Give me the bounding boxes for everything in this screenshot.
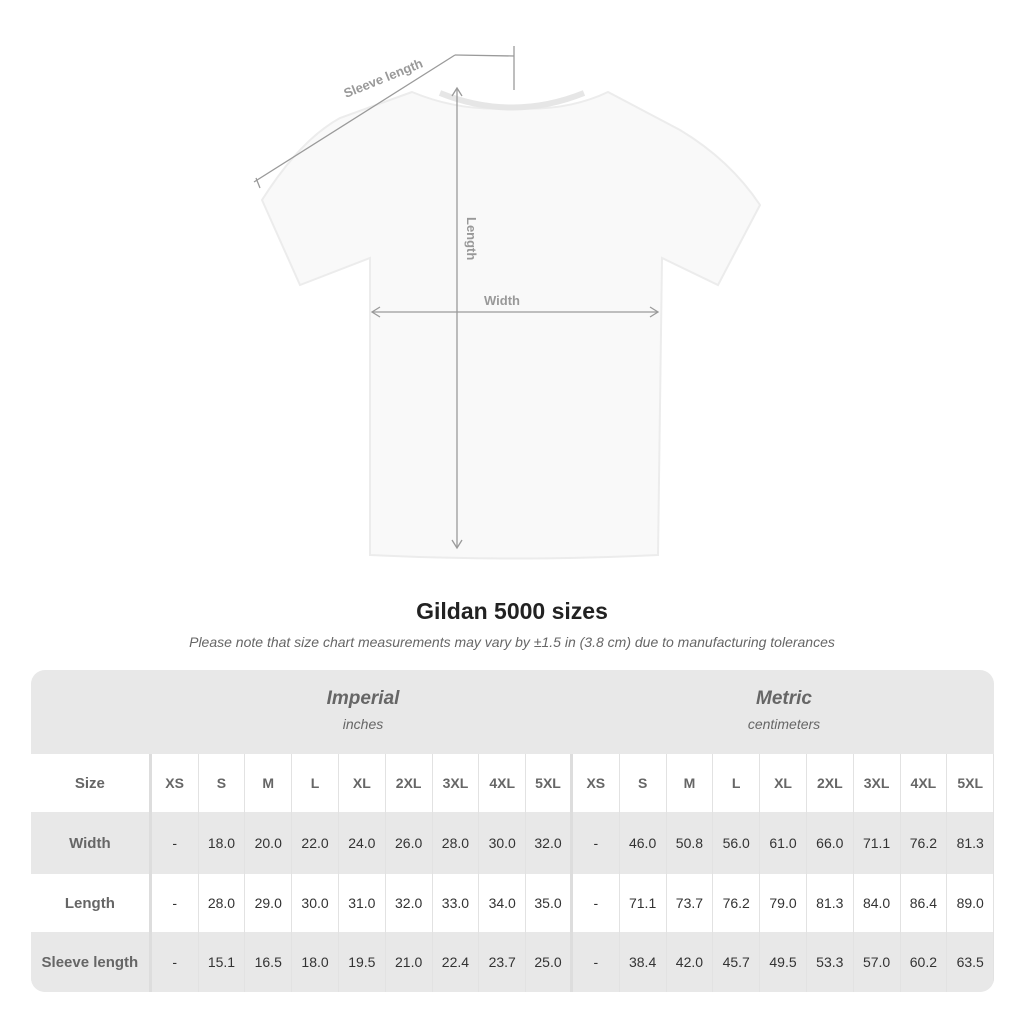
imperial-value-cell: - xyxy=(152,932,199,992)
metric-value-cell: 71.1 xyxy=(854,812,901,874)
imperial-value-cell: 35.0 xyxy=(526,874,573,932)
imperial-value-cell: 31.0 xyxy=(339,874,386,932)
metric-value-cell: 56.0 xyxy=(713,812,761,874)
metric-value-cell: 61.0 xyxy=(760,812,807,874)
size-header-cell: L xyxy=(292,754,339,812)
metric-value-cell: 84.0 xyxy=(854,874,901,932)
metric-value-cell: 76.2 xyxy=(901,812,948,874)
size-header-cell: 3XL xyxy=(854,754,901,812)
imperial-value-cell: - xyxy=(152,812,199,874)
imperial-value-cell: 33.0 xyxy=(433,874,480,932)
imperial-value-cell: 30.0 xyxy=(479,812,527,874)
imperial-value-cell: 23.7 xyxy=(479,932,527,992)
imperial-value-cell: 28.0 xyxy=(199,874,246,932)
imperial-value-cell: 22.4 xyxy=(433,932,480,992)
metric-value-cell: 73.7 xyxy=(667,874,714,932)
metric-value-cell: 50.8 xyxy=(667,812,714,874)
imperial-value-cell: 26.0 xyxy=(386,812,433,874)
metric-value-cell: 57.0 xyxy=(854,932,901,992)
imperial-unit: inches xyxy=(342,716,384,732)
row-label: Width xyxy=(31,812,152,874)
length-label: Length xyxy=(464,217,479,260)
imperial-value-cell: 34.0 xyxy=(479,874,527,932)
table-row: Width -18.0 20.0 22.0 24.0 26.0 28.0 30.0 32.0-4… xyxy=(31,812,994,874)
size-header-row: Size XS S M L XL 2XL 3XL 4XL 5XL XS S M L XL 2XL 3XL 4XL 5… xyxy=(31,754,994,812)
imperial-label: Imperial xyxy=(326,688,400,709)
metric-value-cell: 53.3 xyxy=(807,932,854,992)
size-header-cell: XL xyxy=(760,754,807,812)
size-header-cell: M xyxy=(667,754,714,812)
size-header-cell: XS xyxy=(152,754,199,812)
table-row: Sleeve length -15.1 16.5 18.0 19.5 21.0 22.4 23… xyxy=(31,932,994,992)
imperial-value-cell: 21.0 xyxy=(386,932,433,992)
size-header-cell: 4XL xyxy=(479,754,527,812)
imperial-value-cell: - xyxy=(152,874,199,932)
size-header-cell: S xyxy=(620,754,667,812)
imperial-value-cell: 19.5 xyxy=(339,932,386,992)
width-label: Width xyxy=(484,293,520,308)
tolerance-note: Please note that size chart measurements… xyxy=(189,634,835,650)
metric-value-cell: 79.0 xyxy=(760,874,807,932)
imperial-value-cell: 15.1 xyxy=(199,932,246,992)
size-header-cell: XL xyxy=(339,754,386,812)
metric-value-cell: 60.2 xyxy=(901,932,948,992)
imperial-value-cell: 24.0 xyxy=(339,812,386,874)
size-header-cell: 5XL xyxy=(947,754,994,812)
row-label: Size xyxy=(31,754,152,812)
metric-value-cell: 42.0 xyxy=(667,932,714,992)
imperial-value-cell: 22.0 xyxy=(292,812,339,874)
imperial-header: Imperial inches xyxy=(152,670,574,754)
tshirt-diagram: Sleeve length Length Width xyxy=(253,46,762,560)
tshirt-shape xyxy=(260,90,762,560)
metric-value-cell: - xyxy=(573,874,620,932)
metric-value-cell: 81.3 xyxy=(947,812,994,874)
imperial-value-cell: 28.0 xyxy=(433,812,480,874)
imperial-value-cell: 18.0 xyxy=(199,812,246,874)
size-header-cell: S xyxy=(199,754,246,812)
metric-value-cell: - xyxy=(573,812,620,874)
imperial-value-cell: 32.0 xyxy=(386,874,433,932)
metric-value-cell: - xyxy=(573,932,620,992)
size-header-cell: 2XL xyxy=(807,754,854,812)
size-header-cell: 3XL xyxy=(433,754,480,812)
imperial-value-cell: 30.0 xyxy=(292,874,339,932)
metric-value-cell: 63.5 xyxy=(947,932,994,992)
metric-value-cell: 89.0 xyxy=(947,874,994,932)
imperial-value-cell: 29.0 xyxy=(245,874,293,932)
imperial-value-cell: 32.0 xyxy=(526,812,573,874)
imperial-value-cell: 25.0 xyxy=(526,932,573,992)
size-header-cell: 2XL xyxy=(386,754,433,812)
page-title: Gildan 5000 sizes xyxy=(416,598,608,624)
metric-value-cell: 76.2 xyxy=(713,874,761,932)
imperial-value-cell: 20.0 xyxy=(245,812,293,874)
metric-value-cell: 38.4 xyxy=(620,932,667,992)
table-row: Length -28.0 29.0 30.0 31.0 32.0 33.0 34.0 35.0-… xyxy=(31,874,994,932)
metric-unit: centimeters xyxy=(747,716,821,732)
row-label: Length xyxy=(31,874,152,932)
metric-value-cell: 86.4 xyxy=(901,874,948,932)
metric-value-cell: 66.0 xyxy=(807,812,854,874)
metric-value-cell: 81.3 xyxy=(807,874,854,932)
metric-label: Metric xyxy=(756,688,812,709)
metric-value-cell: 46.0 xyxy=(620,812,667,874)
size-header-cell: 4XL xyxy=(901,754,948,812)
imperial-value-cell: 18.0 xyxy=(292,932,339,992)
sleeve-length-line xyxy=(253,54,456,183)
size-header-cell: L xyxy=(713,754,761,812)
metric-value-cell: 71.1 xyxy=(620,874,667,932)
row-label: Sleeve length xyxy=(31,932,152,992)
size-header-cell: 5XL xyxy=(526,754,573,812)
size-header-cell: M xyxy=(245,754,293,812)
imperial-value-cell: 16.5 xyxy=(245,932,293,992)
metric-value-cell: 45.7 xyxy=(713,932,761,992)
metric-value-cell: 49.5 xyxy=(760,932,807,992)
size-table: Imperial inches Metric centimeters Size X… xyxy=(31,670,994,992)
size-header-cell: XS xyxy=(573,754,620,812)
metric-header: Metric centimeters xyxy=(574,670,994,754)
